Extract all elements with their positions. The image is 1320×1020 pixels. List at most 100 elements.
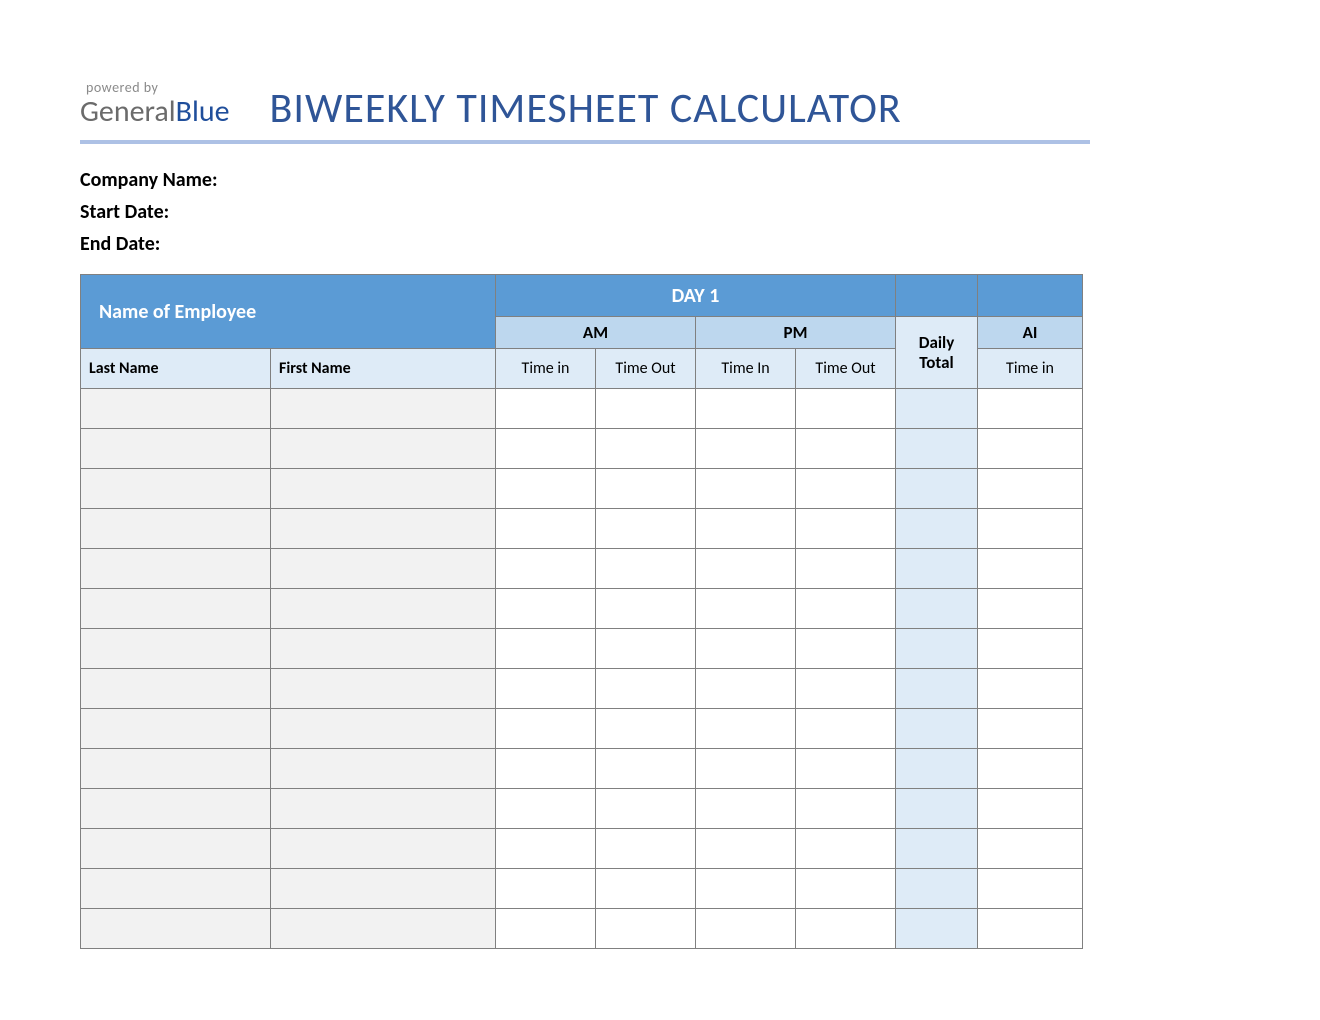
cell[interactable]: [596, 429, 696, 469]
cell[interactable]: [796, 829, 896, 869]
cell[interactable]: [81, 469, 271, 509]
cell[interactable]: [81, 789, 271, 829]
cell[interactable]: [796, 509, 896, 549]
cell[interactable]: [596, 789, 696, 829]
cell[interactable]: [81, 709, 271, 749]
cell[interactable]: [696, 669, 796, 709]
cell[interactable]: [271, 629, 496, 669]
cell[interactable]: [596, 909, 696, 949]
cell[interactable]: [978, 669, 1083, 709]
cell[interactable]: [796, 589, 896, 629]
cell[interactable]: [978, 789, 1083, 829]
cell[interactable]: [796, 549, 896, 589]
cell[interactable]: [696, 709, 796, 749]
cell[interactable]: [271, 909, 496, 949]
cell[interactable]: [496, 709, 596, 749]
cell[interactable]: [696, 509, 796, 549]
cell[interactable]: [978, 909, 1083, 949]
cell[interactable]: [271, 429, 496, 469]
cell[interactable]: [896, 429, 978, 469]
cell[interactable]: [696, 829, 796, 869]
cell[interactable]: [896, 829, 978, 869]
cell[interactable]: [978, 429, 1083, 469]
cell[interactable]: [696, 469, 796, 509]
cell[interactable]: [978, 829, 1083, 869]
cell[interactable]: [496, 829, 596, 869]
cell[interactable]: [896, 789, 978, 829]
cell[interactable]: [496, 509, 596, 549]
cell[interactable]: [596, 469, 696, 509]
cell[interactable]: [496, 789, 596, 829]
cell[interactable]: [796, 909, 896, 949]
cell[interactable]: [596, 509, 696, 549]
cell[interactable]: [896, 629, 978, 669]
cell[interactable]: [978, 549, 1083, 589]
cell[interactable]: [796, 629, 896, 669]
cell[interactable]: [81, 909, 271, 949]
cell[interactable]: [81, 549, 271, 589]
cell[interactable]: [271, 709, 496, 749]
cell[interactable]: [81, 669, 271, 709]
cell[interactable]: [596, 629, 696, 669]
cell[interactable]: [271, 469, 496, 509]
cell[interactable]: [596, 749, 696, 789]
cell[interactable]: [271, 549, 496, 589]
cell[interactable]: [896, 469, 978, 509]
cell[interactable]: [796, 469, 896, 509]
cell[interactable]: [896, 669, 978, 709]
cell[interactable]: [271, 389, 496, 429]
cell[interactable]: [271, 509, 496, 549]
cell[interactable]: [496, 389, 596, 429]
cell[interactable]: [796, 709, 896, 749]
cell[interactable]: [896, 389, 978, 429]
cell[interactable]: [271, 669, 496, 709]
cell[interactable]: [81, 389, 271, 429]
cell[interactable]: [796, 669, 896, 709]
cell[interactable]: [978, 469, 1083, 509]
cell[interactable]: [596, 549, 696, 589]
cell[interactable]: [596, 669, 696, 709]
cell[interactable]: [978, 869, 1083, 909]
cell[interactable]: [496, 629, 596, 669]
cell[interactable]: [81, 829, 271, 869]
cell[interactable]: [896, 909, 978, 949]
cell[interactable]: [896, 589, 978, 629]
cell[interactable]: [796, 789, 896, 829]
cell[interactable]: [696, 429, 796, 469]
cell[interactable]: [978, 709, 1083, 749]
cell[interactable]: [796, 749, 896, 789]
cell[interactable]: [596, 589, 696, 629]
cell[interactable]: [596, 829, 696, 869]
cell[interactable]: [596, 389, 696, 429]
cell[interactable]: [796, 869, 896, 909]
cell[interactable]: [696, 629, 796, 669]
cell[interactable]: [978, 589, 1083, 629]
cell[interactable]: [796, 429, 896, 469]
cell[interactable]: [496, 469, 596, 509]
cell[interactable]: [896, 709, 978, 749]
cell[interactable]: [978, 749, 1083, 789]
cell[interactable]: [596, 709, 696, 749]
cell[interactable]: [896, 749, 978, 789]
cell[interactable]: [496, 909, 596, 949]
cell[interactable]: [796, 389, 896, 429]
cell[interactable]: [81, 429, 271, 469]
cell[interactable]: [81, 749, 271, 789]
cell[interactable]: [696, 789, 796, 829]
cell[interactable]: [696, 549, 796, 589]
cell[interactable]: [696, 749, 796, 789]
cell[interactable]: [271, 829, 496, 869]
cell[interactable]: [81, 509, 271, 549]
cell[interactable]: [596, 869, 696, 909]
cell[interactable]: [81, 589, 271, 629]
cell[interactable]: [896, 509, 978, 549]
cell[interactable]: [81, 869, 271, 909]
cell[interactable]: [696, 589, 796, 629]
cell[interactable]: [896, 869, 978, 909]
cell[interactable]: [271, 869, 496, 909]
cell[interactable]: [896, 549, 978, 589]
cell[interactable]: [978, 629, 1083, 669]
cell[interactable]: [496, 549, 596, 589]
cell[interactable]: [978, 389, 1083, 429]
cell[interactable]: [271, 749, 496, 789]
